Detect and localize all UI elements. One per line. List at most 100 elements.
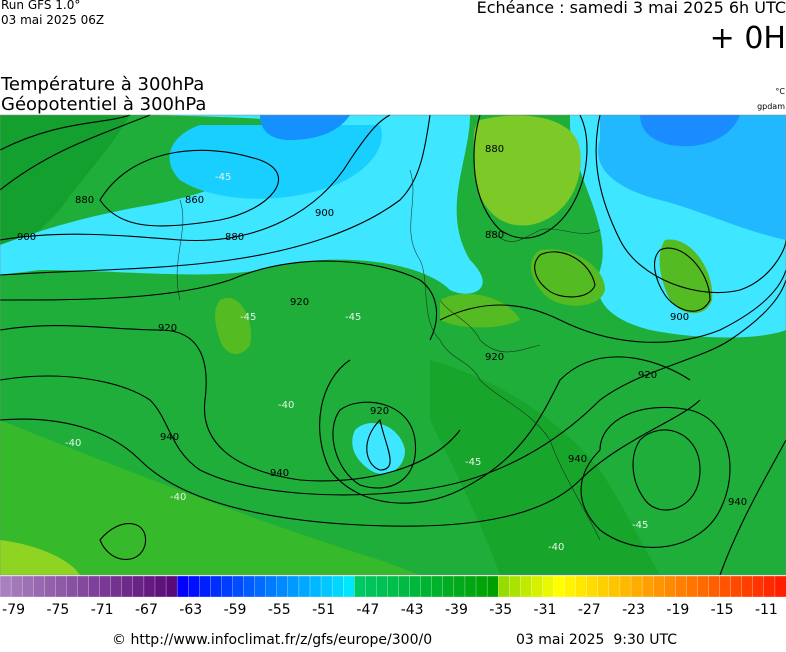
color-swatch xyxy=(520,575,533,598)
isotherm-label: -45 xyxy=(632,520,648,531)
title: Température à 300hPa xyxy=(0,74,204,95)
contour-label: 860 xyxy=(185,195,204,206)
title: Géopotentiel à 300hPa xyxy=(1,94,206,115)
color-swatch xyxy=(99,575,112,598)
run: Run GFS 1.0° xyxy=(1,0,80,12)
color-swatch xyxy=(763,575,776,598)
colorbar-tick-label: -27 xyxy=(578,602,601,618)
colorbar-tick-label: -59 xyxy=(224,602,247,618)
colorbar xyxy=(0,575,786,598)
color-swatch xyxy=(110,575,123,598)
color-swatch xyxy=(132,575,145,598)
color-swatch xyxy=(143,575,156,598)
color-swatch xyxy=(77,575,90,598)
contour-label: 880 xyxy=(225,232,244,243)
color-swatch xyxy=(697,575,710,598)
color-swatch xyxy=(653,575,665,598)
unit: gpdam xyxy=(757,102,785,111)
color-swatch xyxy=(232,575,245,598)
color-swatch xyxy=(641,575,654,598)
color-swatch xyxy=(630,575,643,598)
run-date: 03 mai 2025 06Z xyxy=(1,13,104,27)
contour-label: 900 xyxy=(17,232,36,243)
color-swatch xyxy=(575,575,588,598)
contour-label: 940 xyxy=(160,432,179,443)
color-swatch xyxy=(33,575,45,598)
isotherm-label: -45 xyxy=(465,457,481,468)
colorbar-tick-label: -55 xyxy=(268,602,291,618)
color-swatch xyxy=(188,575,200,598)
color-swatch xyxy=(774,575,786,598)
colorbar-tick-label: -51 xyxy=(312,602,335,618)
colorbar-ticks: -79 -75 -71 -67 -63 -59 -55 -51 -47 -43 -39 -35 -31 -… xyxy=(2,602,778,618)
color-swatch xyxy=(741,575,754,598)
color-swatch xyxy=(464,575,477,598)
color-swatch xyxy=(199,575,211,598)
contour-label: 940 xyxy=(728,497,747,508)
contour-label: 900 xyxy=(315,208,334,219)
color-swatch xyxy=(287,575,300,598)
colorbar-tick-label: -23 xyxy=(622,602,645,618)
color-swatch xyxy=(442,575,455,598)
color-swatch xyxy=(154,575,167,598)
color-swatch xyxy=(265,575,278,598)
color-swatch xyxy=(675,575,688,598)
color-swatch xyxy=(343,575,355,598)
colorbar-tick-label: -47 xyxy=(356,602,379,618)
color-swatch xyxy=(664,575,676,598)
contour-label: 900 xyxy=(670,312,689,323)
color-swatch xyxy=(221,575,234,598)
color-swatch xyxy=(0,575,12,598)
color-swatch xyxy=(752,575,765,598)
color-swatch xyxy=(431,575,444,598)
color-swatch xyxy=(21,575,34,598)
color-swatch xyxy=(730,575,743,598)
color-swatch xyxy=(276,575,289,598)
colorbar-tick-label: -39 xyxy=(445,602,468,618)
color-swatch xyxy=(243,575,256,598)
color-swatch xyxy=(453,575,466,598)
colorbar-tick-label: -31 xyxy=(534,602,557,618)
color-swatch xyxy=(619,575,632,598)
color-swatch xyxy=(331,575,344,598)
contour-label: 880 xyxy=(485,144,504,155)
color-swatch xyxy=(210,575,223,598)
color-swatch xyxy=(586,575,599,598)
isotherm-label: -40 xyxy=(548,542,564,553)
contour-label: 920 xyxy=(370,406,389,417)
echeance: Echéance : samedi 3 mai 2025 6h UTC xyxy=(477,0,786,17)
color-swatch xyxy=(475,575,488,598)
color-swatch xyxy=(531,575,544,598)
contour-label: 920 xyxy=(485,352,504,363)
colorbar-tick-label: -43 xyxy=(401,602,424,618)
color-swatch xyxy=(44,575,57,598)
color-swatch xyxy=(365,575,378,598)
contour-label: 920 xyxy=(290,297,309,308)
color-swatch xyxy=(376,575,389,598)
color-swatch xyxy=(686,575,699,598)
isotherm-label: -45 xyxy=(345,312,361,323)
color-swatch xyxy=(719,575,732,598)
color-swatch xyxy=(354,575,366,598)
isotherm-label: -45 xyxy=(240,312,256,323)
color-swatch xyxy=(409,575,422,598)
color-swatch xyxy=(420,575,433,598)
colorbar-tick-label: -75 xyxy=(46,602,69,618)
colorbar-tick-label: -67 xyxy=(135,602,158,618)
color-swatch xyxy=(176,575,189,598)
generated-time: 03 mai 2025 9:30 UTC xyxy=(516,632,677,648)
color-swatch xyxy=(708,575,721,598)
color-swatch xyxy=(509,575,521,598)
color-swatch xyxy=(88,575,101,598)
unit: °C xyxy=(775,87,785,96)
color-swatch xyxy=(398,575,411,598)
isotherm-label: -45 xyxy=(215,172,231,183)
isotherm-label: -40 xyxy=(278,400,294,411)
colorbar-tick-label: -19 xyxy=(666,602,689,618)
color-swatch xyxy=(55,575,68,598)
contour-label: 920 xyxy=(158,323,177,334)
color-swatch xyxy=(553,575,566,598)
color-swatch xyxy=(564,575,577,598)
colorbar-tick-label: -63 xyxy=(179,602,202,618)
